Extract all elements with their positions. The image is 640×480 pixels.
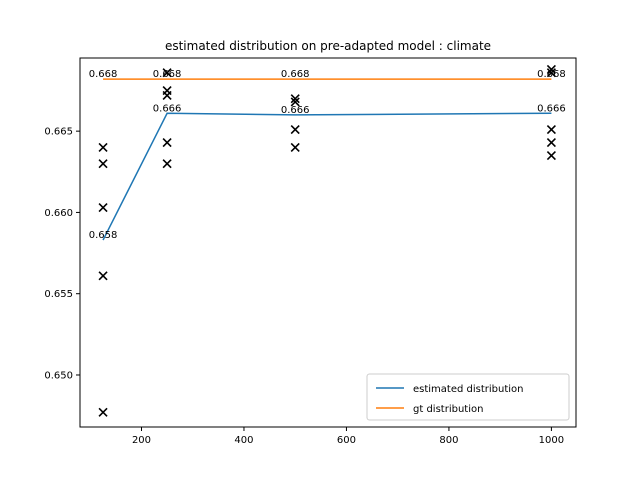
scatter-point [546,64,556,74]
data-label: 0.666 [153,103,182,114]
scatter-marker-stroke [162,68,172,78]
scatter-marker-stroke [162,159,172,169]
series-line-estimated [102,112,552,241]
scatter-point [162,68,172,78]
scatter-point [98,202,108,213]
scatter-marker-stroke [98,271,108,281]
scatter-marker-stroke [546,124,556,135]
data-label: 0.658 [89,230,118,241]
scatter-marker-stroke [546,64,556,74]
data-label: 0.668 [537,69,566,80]
data-label: 0.666 [281,105,310,116]
y-tick-label: 0.655 [44,289,73,300]
y-tick-label: 0.665 [44,127,73,138]
scatter-marker-stroke [98,142,108,152]
scatter-point [162,90,172,100]
data-label: 0.668 [153,69,182,80]
scatter-point [98,159,108,169]
scatter-point [290,142,300,152]
scatter-point [162,159,172,169]
data-label: 0.668 [89,69,118,80]
legend-label: estimated distribution [413,384,524,395]
legend-box [366,373,570,421]
scatter-point [162,137,172,148]
x-tick-label: 800 [439,435,458,446]
scatter-marker-stroke [290,142,300,152]
scatter-point [546,68,556,78]
data-label: 0.666 [537,103,566,114]
scatter-marker-stroke [98,407,108,417]
y-tick-label: 0.650 [44,370,73,381]
scatter-point [98,271,108,281]
scatter-marker-stroke [546,137,556,148]
scatter-marker-stroke [162,90,172,100]
scatter-point [290,94,300,104]
scatter-point [546,124,556,135]
scatter-point [98,142,108,152]
plot-area: 0.658 0.666 0.666 0.666 0.668 0.668 0.668 0.668 [89,64,566,417]
data-label: 0.668 [281,69,310,80]
scatter-marker-stroke [290,94,300,104]
axes-frame [79,57,577,428]
scatter-point [98,407,108,417]
scatter-marker-stroke [546,150,556,161]
scatter-point [290,124,300,135]
scatter-point [290,97,300,107]
chart-title: estimated distribution on pre-adapted mo… [165,39,491,53]
axes: 200 400 600 800 1000 0.650 0.655 0.660 0.665 [44,127,564,446]
x-tick-label: 600 [337,435,356,446]
x-tick-label: 400 [234,435,253,446]
x-tick-label: 200 [132,435,151,446]
scatter-marker-stroke [546,68,556,78]
scatter-marker-stroke [98,159,108,169]
scatter-point [546,137,556,148]
x-tick-label: 1000 [539,435,564,446]
scatter-marker-stroke [162,137,172,148]
legend-label: gt distribution [413,404,483,415]
legend: estimated distribution gt distribution [366,373,570,421]
scatter-marker-stroke [290,97,300,107]
y-tick-label: 0.660 [44,208,73,219]
scatter-point [546,150,556,161]
scatter-marker-stroke [290,124,300,135]
scatter-marker-stroke [98,202,108,213]
